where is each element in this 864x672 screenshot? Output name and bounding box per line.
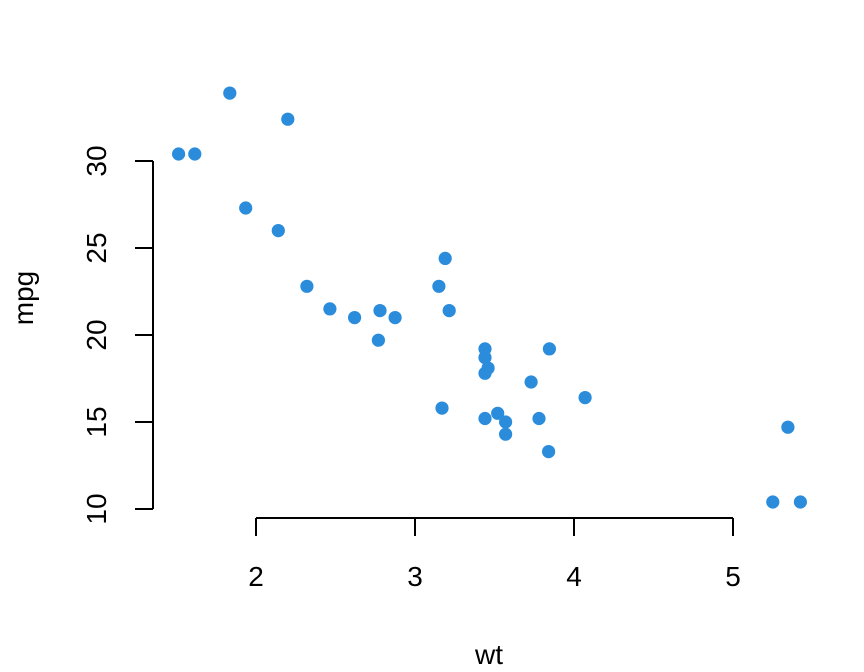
data-point [239, 201, 253, 215]
data-point [542, 342, 557, 356]
x-tick-label: 3 [407, 561, 423, 592]
data-point [348, 311, 362, 325]
data-point [373, 304, 387, 318]
x-tick-label: 4 [566, 561, 582, 592]
points-layer [172, 86, 808, 509]
data-point [223, 86, 237, 100]
data-point [793, 495, 808, 509]
data-point [499, 415, 513, 429]
data-point [524, 375, 538, 389]
data-point [435, 401, 449, 415]
data-point [532, 411, 546, 426]
data-point [478, 342, 492, 356]
data-point [578, 391, 592, 405]
data-point [499, 427, 513, 441]
x-axis-title: wt [474, 639, 503, 670]
data-point [491, 406, 505, 420]
y-axis-title: mpg [8, 271, 39, 325]
data-point [323, 302, 337, 316]
y-tick-label: 15 [81, 406, 112, 437]
x-tick-label: 5 [725, 561, 741, 592]
data-point [281, 112, 295, 126]
data-point [271, 224, 285, 238]
data-point [300, 279, 314, 293]
y-tick-label: 10 [81, 493, 112, 524]
data-point [438, 251, 452, 265]
data-point [371, 333, 385, 347]
data-point [781, 420, 795, 434]
x-axis: 2 3 4 5 [248, 517, 741, 592]
x-tick-label: 2 [248, 561, 264, 592]
data-point [766, 495, 780, 509]
y-tick-label: 20 [81, 319, 112, 350]
data-point [188, 147, 202, 161]
data-point [172, 147, 186, 161]
y-tick-label: 25 [81, 232, 112, 263]
data-point [478, 411, 492, 426]
y-tick-label: 30 [81, 145, 112, 176]
y-axis: 10 15 20 25 30 [81, 145, 154, 525]
data-point [542, 445, 556, 459]
data-point [481, 361, 495, 375]
data-point [388, 311, 402, 325]
data-point [432, 279, 446, 293]
data-point [442, 304, 456, 318]
